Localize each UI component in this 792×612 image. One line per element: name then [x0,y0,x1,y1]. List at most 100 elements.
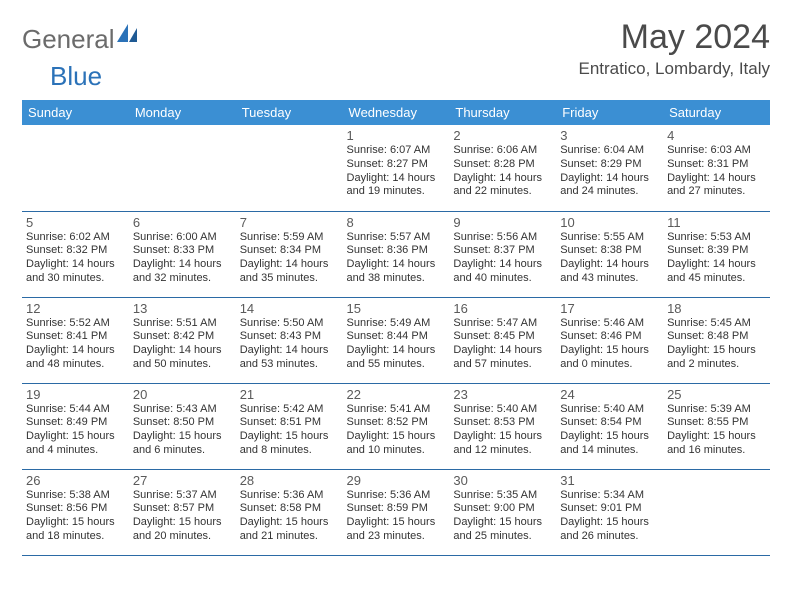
day-number: 11 [667,215,768,230]
day-info: Sunrise: 6:07 AMSunset: 8:27 PMDaylight:… [347,144,448,199]
day-number: 10 [560,215,661,230]
dow-friday: Friday [556,100,663,125]
day-info: Sunrise: 5:47 AMSunset: 8:45 PMDaylight:… [453,317,554,372]
week-row: 12Sunrise: 5:52 AMSunset: 8:41 PMDayligh… [22,297,770,383]
day-number: 23 [453,387,554,402]
day-info: Sunrise: 5:50 AMSunset: 8:43 PMDaylight:… [240,317,341,372]
day-cell: 28Sunrise: 5:36 AMSunset: 8:58 PMDayligh… [236,469,343,555]
week-row: 19Sunrise: 5:44 AMSunset: 8:49 PMDayligh… [22,383,770,469]
dow-tuesday: Tuesday [236,100,343,125]
logo: General [22,24,139,55]
day-number: 9 [453,215,554,230]
day-number: 30 [453,473,554,488]
day-number: 12 [26,301,127,316]
dow-wednesday: Wednesday [343,100,450,125]
dow-saturday: Saturday [663,100,770,125]
day-cell: 11Sunrise: 5:53 AMSunset: 8:39 PMDayligh… [663,211,770,297]
logo-text-blue: Blue [50,61,102,91]
location: Entratico, Lombardy, Italy [579,59,771,79]
day-number: 8 [347,215,448,230]
day-info: Sunrise: 5:35 AMSunset: 9:00 PMDaylight:… [453,489,554,544]
day-info: Sunrise: 5:43 AMSunset: 8:50 PMDaylight:… [133,403,234,458]
day-cell: 2Sunrise: 6:06 AMSunset: 8:28 PMDaylight… [449,125,556,211]
day-cell [663,469,770,555]
day-cell: 26Sunrise: 5:38 AMSunset: 8:56 PMDayligh… [22,469,129,555]
day-cell: 22Sunrise: 5:41 AMSunset: 8:52 PMDayligh… [343,383,450,469]
day-cell: 14Sunrise: 5:50 AMSunset: 8:43 PMDayligh… [236,297,343,383]
day-info: Sunrise: 5:59 AMSunset: 8:34 PMDaylight:… [240,231,341,286]
logo-text-general: General [22,24,115,55]
day-info: Sunrise: 6:02 AMSunset: 8:32 PMDaylight:… [26,231,127,286]
day-cell: 9Sunrise: 5:56 AMSunset: 8:37 PMDaylight… [449,211,556,297]
day-number: 13 [133,301,234,316]
day-cell [129,125,236,211]
day-number: 26 [26,473,127,488]
day-cell: 3Sunrise: 6:04 AMSunset: 8:29 PMDaylight… [556,125,663,211]
dow-thursday: Thursday [449,100,556,125]
day-info: Sunrise: 5:45 AMSunset: 8:48 PMDaylight:… [667,317,768,372]
day-info: Sunrise: 5:36 AMSunset: 8:58 PMDaylight:… [240,489,341,544]
day-info: Sunrise: 6:06 AMSunset: 8:28 PMDaylight:… [453,144,554,199]
day-cell: 15Sunrise: 5:49 AMSunset: 8:44 PMDayligh… [343,297,450,383]
day-number: 7 [240,215,341,230]
day-info: Sunrise: 5:41 AMSunset: 8:52 PMDaylight:… [347,403,448,458]
day-number: 6 [133,215,234,230]
day-cell: 30Sunrise: 5:35 AMSunset: 9:00 PMDayligh… [449,469,556,555]
week-row: 26Sunrise: 5:38 AMSunset: 8:56 PMDayligh… [22,469,770,555]
day-number: 16 [453,301,554,316]
day-info: Sunrise: 5:51 AMSunset: 8:42 PMDaylight:… [133,317,234,372]
month-title: May 2024 [579,18,771,57]
week-row: 1Sunrise: 6:07 AMSunset: 8:27 PMDaylight… [22,125,770,211]
day-info: Sunrise: 6:04 AMSunset: 8:29 PMDaylight:… [560,144,661,199]
day-number: 28 [240,473,341,488]
day-info: Sunrise: 5:34 AMSunset: 9:01 PMDaylight:… [560,489,661,544]
day-info: Sunrise: 5:49 AMSunset: 8:44 PMDaylight:… [347,317,448,372]
day-number: 15 [347,301,448,316]
day-info: Sunrise: 5:44 AMSunset: 8:49 PMDaylight:… [26,403,127,458]
day-cell [22,125,129,211]
day-info: Sunrise: 5:57 AMSunset: 8:36 PMDaylight:… [347,231,448,286]
day-info: Sunrise: 5:40 AMSunset: 8:54 PMDaylight:… [560,403,661,458]
day-number: 21 [240,387,341,402]
day-cell: 31Sunrise: 5:34 AMSunset: 9:01 PMDayligh… [556,469,663,555]
day-info: Sunrise: 6:00 AMSunset: 8:33 PMDaylight:… [133,231,234,286]
dow-sunday: Sunday [22,100,129,125]
day-cell: 5Sunrise: 6:02 AMSunset: 8:32 PMDaylight… [22,211,129,297]
day-number: 20 [133,387,234,402]
day-cell: 16Sunrise: 5:47 AMSunset: 8:45 PMDayligh… [449,297,556,383]
day-info: Sunrise: 5:56 AMSunset: 8:37 PMDaylight:… [453,231,554,286]
day-number: 19 [26,387,127,402]
day-cell: 8Sunrise: 5:57 AMSunset: 8:36 PMDaylight… [343,211,450,297]
day-info: Sunrise: 5:55 AMSunset: 8:38 PMDaylight:… [560,231,661,286]
day-number: 25 [667,387,768,402]
week-row: 5Sunrise: 6:02 AMSunset: 8:32 PMDaylight… [22,211,770,297]
day-number: 2 [453,128,554,143]
day-cell: 10Sunrise: 5:55 AMSunset: 8:38 PMDayligh… [556,211,663,297]
day-number: 22 [347,387,448,402]
day-cell: 19Sunrise: 5:44 AMSunset: 8:49 PMDayligh… [22,383,129,469]
calendar-table: Sunday Monday Tuesday Wednesday Thursday… [22,100,770,556]
day-number: 3 [560,128,661,143]
day-number: 5 [26,215,127,230]
day-number: 17 [560,301,661,316]
day-info: Sunrise: 5:37 AMSunset: 8:57 PMDaylight:… [133,489,234,544]
day-cell: 17Sunrise: 5:46 AMSunset: 8:46 PMDayligh… [556,297,663,383]
day-info: Sunrise: 5:53 AMSunset: 8:39 PMDaylight:… [667,231,768,286]
day-number: 14 [240,301,341,316]
day-cell: 25Sunrise: 5:39 AMSunset: 8:55 PMDayligh… [663,383,770,469]
day-info: Sunrise: 5:36 AMSunset: 8:59 PMDaylight:… [347,489,448,544]
day-cell: 1Sunrise: 6:07 AMSunset: 8:27 PMDaylight… [343,125,450,211]
day-cell: 29Sunrise: 5:36 AMSunset: 8:59 PMDayligh… [343,469,450,555]
dow-row: Sunday Monday Tuesday Wednesday Thursday… [22,100,770,125]
day-number: 24 [560,387,661,402]
day-number: 29 [347,473,448,488]
day-cell: 24Sunrise: 5:40 AMSunset: 8:54 PMDayligh… [556,383,663,469]
day-number: 1 [347,128,448,143]
title-block: May 2024 Entratico, Lombardy, Italy [579,18,771,79]
day-cell: 27Sunrise: 5:37 AMSunset: 8:57 PMDayligh… [129,469,236,555]
day-cell: 7Sunrise: 5:59 AMSunset: 8:34 PMDaylight… [236,211,343,297]
day-number: 27 [133,473,234,488]
day-info: Sunrise: 5:52 AMSunset: 8:41 PMDaylight:… [26,317,127,372]
day-number: 18 [667,301,768,316]
day-cell: 20Sunrise: 5:43 AMSunset: 8:50 PMDayligh… [129,383,236,469]
